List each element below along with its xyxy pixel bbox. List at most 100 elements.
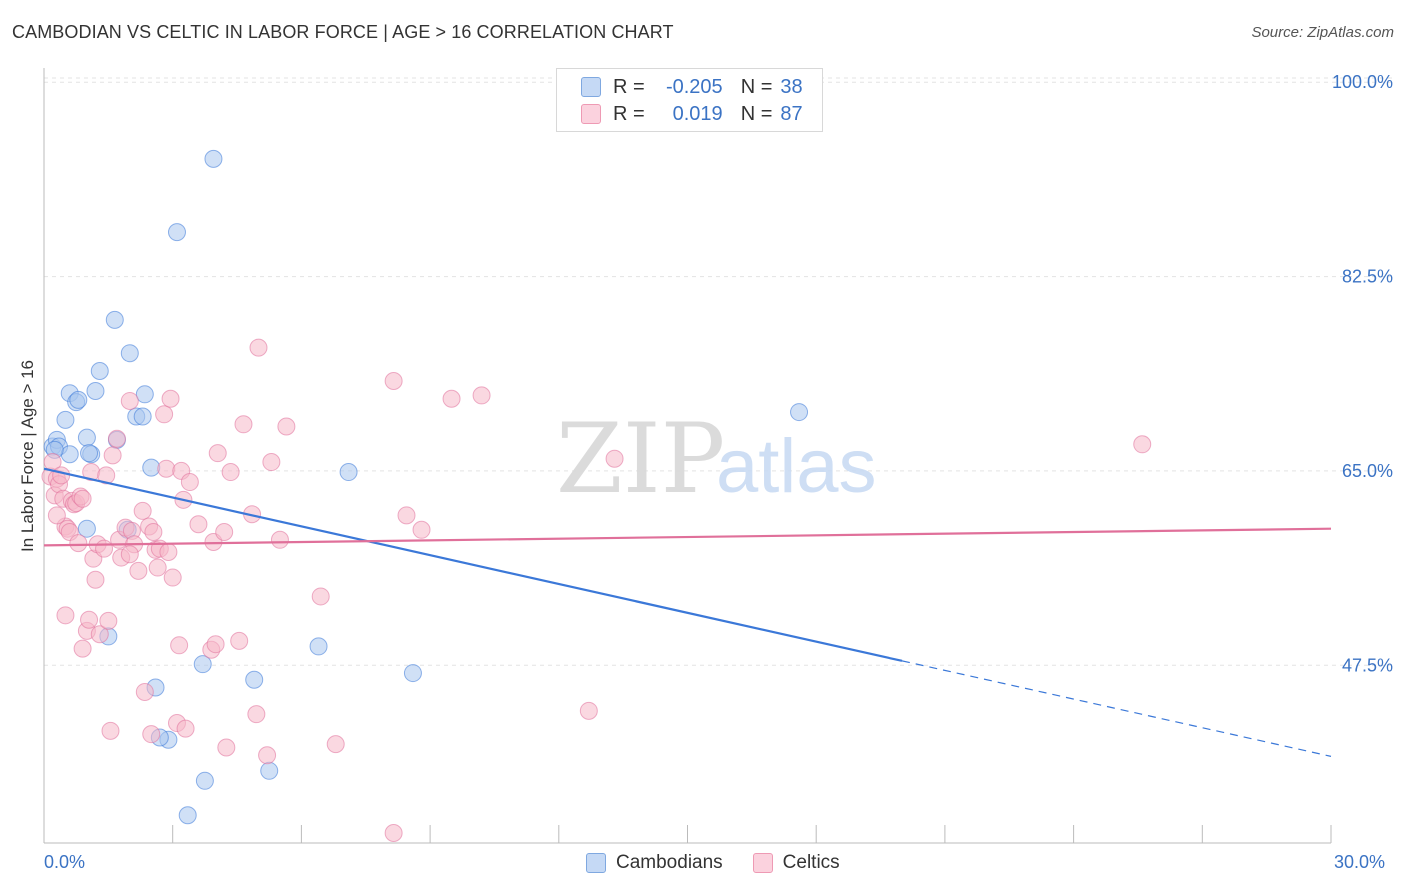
point-celtics [277, 417, 296, 436]
point-celtics [206, 635, 225, 654]
point-celtics [129, 561, 148, 580]
axes [43, 68, 1332, 844]
legend-row-cambodians: R = -0.205 N = 38 [581, 75, 803, 99]
correlation-legend: R = -0.205 N = 38 R = 0.019 N = 87 [556, 68, 823, 132]
point-celtics [80, 610, 99, 629]
point-cambodians [120, 344, 139, 363]
legend-swatch-cambodians [581, 77, 601, 97]
series-legend: Cambodians Celtics [586, 852, 840, 874]
trend-lines [43, 467, 1332, 757]
legend-swatch-celtics [581, 104, 601, 124]
source-credit: Source: ZipAtlas.com [1251, 24, 1394, 41]
point-celtics [120, 391, 139, 410]
point-celtics [262, 453, 281, 472]
point-celtics [605, 449, 624, 468]
point-cambodians [260, 761, 279, 780]
trend-line-extension-cambodians [901, 660, 1332, 757]
point-cambodians [77, 428, 96, 447]
point-celtics [221, 463, 240, 482]
point-celtics [97, 466, 116, 485]
point-celtics [86, 570, 105, 589]
point-celtics [90, 625, 109, 644]
y-tick-label: 82.5% [1342, 267, 1393, 287]
point-celtics [412, 520, 431, 539]
legend-row-celtics: R = 0.019 N = 87 [581, 102, 803, 126]
point-celtics [215, 523, 234, 542]
grid-lines [44, 77, 1394, 666]
point-cambodians [178, 806, 197, 825]
legend-swatch-celtics [752, 853, 773, 873]
point-celtics [52, 466, 71, 485]
point-cambodians [69, 390, 88, 409]
legend-n-value-cambodians: 38 [780, 75, 803, 98]
point-celtics [384, 824, 403, 843]
y-tick-label: 100.0% [1332, 72, 1393, 92]
point-celtics [208, 444, 227, 463]
legend-r-value-cambodians: -0.205 [665, 75, 723, 98]
point-cambodians [339, 463, 358, 482]
point-celtics [1133, 435, 1152, 454]
point-cambodians [133, 407, 152, 426]
point-celtics [189, 515, 208, 534]
point-celtics [163, 568, 182, 587]
watermark-zip: ZIP [556, 403, 725, 515]
point-celtics [101, 721, 120, 740]
y-tick-label: 65.0% [1342, 461, 1393, 481]
point-celtics [230, 631, 249, 650]
point-celtics [234, 415, 253, 434]
point-celtics [247, 705, 266, 724]
point-celtics [144, 523, 163, 542]
point-celtics [384, 371, 403, 390]
point-cambodians [60, 445, 79, 464]
point-celtics [47, 506, 66, 525]
legend-r-value-celtics: 0.019 [672, 102, 723, 125]
legend-n-label: N = [740, 75, 773, 98]
point-celtics [157, 459, 176, 478]
point-celtics [107, 429, 126, 448]
point-cambodians [790, 403, 809, 422]
point-celtics [442, 389, 461, 408]
point-celtics [180, 473, 199, 492]
point-celtics [155, 405, 174, 424]
point-cambodians [86, 381, 105, 400]
point-celtics [95, 539, 114, 558]
point-celtics [73, 489, 92, 508]
point-cambodians [193, 655, 212, 674]
point-celtics [161, 389, 180, 408]
point-celtics [56, 606, 75, 625]
point-celtics [579, 701, 598, 720]
watermark: ZIP atlas [556, 403, 877, 515]
point-celtics [148, 558, 167, 577]
point-celtics [217, 738, 236, 757]
watermark-atlas: atlas [716, 424, 877, 509]
legend-label-cambodians: Cambodians [616, 852, 723, 873]
point-celtics [142, 725, 161, 744]
x-tick-label-min: 0.0% [44, 852, 86, 872]
x-tick-label-max: 30.0% [1334, 852, 1386, 872]
point-cambodians [204, 149, 223, 168]
point-cambodians [90, 361, 109, 380]
point-celtics [258, 746, 277, 765]
trend-line-celtics [43, 527, 1332, 547]
point-cambodians [195, 771, 214, 790]
point-celtics [120, 545, 139, 564]
y-axis-label: In Labor Force | Age > 16 [18, 359, 37, 553]
point-cambodians [245, 670, 264, 689]
data-points [41, 149, 1152, 843]
point-celtics [326, 735, 345, 754]
point-cambodians [77, 519, 96, 538]
point-celtics [99, 611, 118, 630]
point-celtics [73, 639, 92, 658]
point-celtics [170, 636, 189, 655]
y-tick-labels: 100.0% 82.5% 65.0% 47.5% [1332, 72, 1393, 675]
point-cambodians [142, 458, 161, 477]
y-tick-label: 47.5% [1342, 655, 1393, 675]
chart-title: CAMBODIAN VS CELTIC IN LABOR FORCE | AGE… [12, 22, 674, 42]
point-celtics [270, 530, 289, 549]
legend-r-label: R = [613, 102, 645, 125]
point-celtics [397, 506, 416, 525]
point-cambodians [403, 664, 422, 683]
point-celtics [249, 338, 268, 357]
trend-line-cambodians [43, 467, 903, 662]
